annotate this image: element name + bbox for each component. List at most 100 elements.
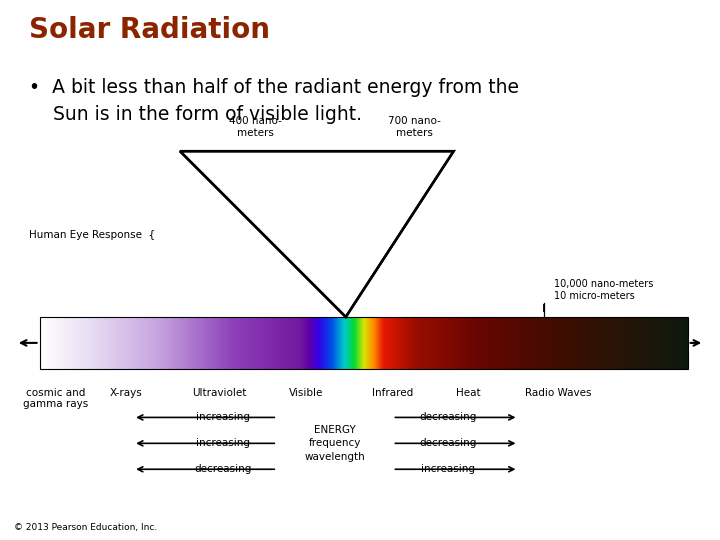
Polygon shape	[335, 306, 353, 307]
Polygon shape	[339, 310, 350, 311]
Polygon shape	[295, 266, 379, 267]
Polygon shape	[343, 314, 348, 315]
Polygon shape	[187, 158, 449, 159]
Polygon shape	[294, 265, 379, 266]
Polygon shape	[280, 251, 389, 252]
Polygon shape	[184, 155, 451, 156]
Polygon shape	[206, 177, 437, 178]
Polygon shape	[217, 188, 430, 189]
Polygon shape	[288, 259, 384, 260]
Polygon shape	[297, 268, 377, 269]
Text: I: I	[542, 304, 545, 314]
Polygon shape	[208, 179, 436, 180]
Text: •  A bit less than half of the radiant energy from the
    Sun is in the form of: • A bit less than half of the radiant en…	[29, 78, 519, 124]
Polygon shape	[220, 191, 428, 192]
Text: increasing: increasing	[197, 438, 251, 448]
Polygon shape	[210, 181, 434, 182]
Polygon shape	[193, 164, 446, 165]
Polygon shape	[230, 201, 421, 202]
Polygon shape	[269, 240, 396, 241]
Text: ENERGY
frequency
wavelength: ENERGY frequency wavelength	[305, 425, 365, 462]
Polygon shape	[248, 219, 410, 220]
Polygon shape	[319, 290, 364, 291]
Text: increasing: increasing	[197, 413, 251, 422]
Polygon shape	[234, 205, 418, 206]
Polygon shape	[247, 218, 410, 219]
Polygon shape	[333, 305, 354, 306]
Polygon shape	[271, 242, 395, 243]
Polygon shape	[212, 183, 433, 184]
Polygon shape	[279, 250, 390, 251]
Polygon shape	[181, 152, 453, 153]
Polygon shape	[257, 228, 403, 229]
Polygon shape	[199, 170, 441, 171]
Text: Radio Waves: Radio Waves	[525, 388, 591, 398]
Polygon shape	[311, 282, 369, 283]
Polygon shape	[331, 302, 355, 303]
Polygon shape	[200, 171, 441, 172]
Polygon shape	[264, 235, 399, 236]
Polygon shape	[210, 180, 435, 181]
Polygon shape	[274, 245, 392, 246]
Text: Solar Radiation: Solar Radiation	[29, 16, 270, 44]
Text: 700 nano-
meters: 700 nano- meters	[387, 116, 441, 138]
Polygon shape	[326, 297, 359, 298]
Polygon shape	[189, 159, 449, 160]
Polygon shape	[217, 189, 429, 190]
Polygon shape	[204, 175, 438, 176]
Polygon shape	[186, 157, 450, 158]
Polygon shape	[180, 151, 454, 152]
Bar	[40, 317, 688, 369]
Polygon shape	[290, 261, 382, 262]
Text: © 2013 Pearson Education, Inc.: © 2013 Pearson Education, Inc.	[14, 523, 158, 532]
Polygon shape	[231, 202, 420, 203]
Polygon shape	[286, 257, 384, 258]
Polygon shape	[197, 168, 443, 169]
Polygon shape	[261, 232, 401, 233]
Polygon shape	[325, 296, 359, 297]
Polygon shape	[312, 283, 368, 284]
Text: X-rays: X-rays	[109, 388, 143, 398]
Polygon shape	[293, 264, 380, 265]
Polygon shape	[300, 271, 376, 272]
Polygon shape	[211, 182, 433, 183]
Polygon shape	[336, 307, 352, 308]
Polygon shape	[328, 299, 357, 300]
Polygon shape	[282, 253, 387, 254]
Polygon shape	[266, 237, 398, 238]
Polygon shape	[228, 199, 423, 200]
Polygon shape	[276, 247, 391, 248]
Text: cosmic and
gamma rays: cosmic and gamma rays	[23, 388, 88, 409]
Polygon shape	[195, 166, 444, 167]
Polygon shape	[306, 277, 372, 278]
Polygon shape	[185, 156, 451, 157]
Polygon shape	[191, 161, 447, 162]
Polygon shape	[243, 214, 413, 215]
Polygon shape	[240, 211, 415, 212]
Text: Visible: Visible	[289, 388, 323, 398]
Polygon shape	[310, 280, 369, 281]
Polygon shape	[223, 194, 426, 195]
Text: decreasing: decreasing	[420, 438, 477, 448]
Polygon shape	[238, 209, 416, 210]
Text: Infrared: Infrared	[372, 388, 413, 398]
Polygon shape	[184, 154, 451, 155]
Polygon shape	[299, 270, 377, 271]
Polygon shape	[315, 286, 366, 287]
Polygon shape	[216, 187, 431, 188]
Text: decreasing: decreasing	[420, 413, 477, 422]
Polygon shape	[249, 220, 409, 221]
Polygon shape	[256, 227, 404, 228]
Polygon shape	[303, 274, 374, 275]
Polygon shape	[322, 293, 361, 294]
Polygon shape	[191, 162, 446, 163]
Polygon shape	[238, 208, 416, 209]
Polygon shape	[196, 167, 444, 168]
Polygon shape	[225, 196, 425, 197]
Polygon shape	[201, 172, 440, 173]
Polygon shape	[202, 173, 439, 174]
Polygon shape	[344, 315, 347, 316]
Text: 10,000 nano-meters
10 micro-meters: 10,000 nano-meters 10 micro-meters	[554, 279, 654, 301]
Text: Heat: Heat	[456, 388, 480, 398]
Polygon shape	[330, 301, 356, 302]
